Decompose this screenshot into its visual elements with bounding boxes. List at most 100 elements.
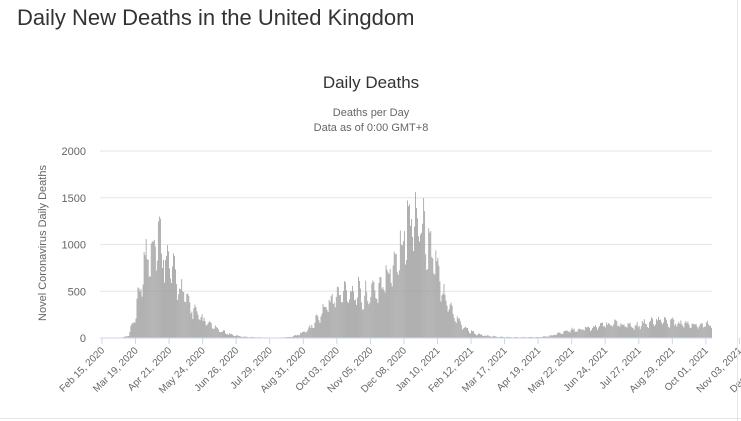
bar (317, 316, 319, 338)
bar (469, 333, 470, 338)
bar (638, 325, 640, 338)
bar (220, 332, 222, 338)
bar (437, 257, 439, 338)
bar (132, 323, 134, 338)
bar (301, 332, 303, 338)
bar (433, 273, 435, 338)
bar (645, 324, 647, 338)
bar (569, 332, 571, 338)
bar (704, 326, 706, 338)
bar (367, 300, 369, 338)
bar (586, 326, 588, 338)
bar (145, 239, 147, 338)
bar (471, 330, 472, 338)
bar (170, 278, 171, 338)
bar (321, 313, 323, 338)
bar (206, 324, 208, 338)
bar (652, 318, 653, 338)
bar (188, 295, 190, 338)
bar (223, 330, 224, 338)
bar (360, 288, 362, 338)
bar (345, 282, 346, 338)
bar (477, 335, 478, 338)
bar (291, 336, 292, 338)
bar (150, 243, 152, 338)
bar (193, 308, 195, 338)
bar (435, 250, 437, 338)
bar (406, 260, 407, 338)
bar (190, 313, 192, 338)
bar (221, 331, 223, 338)
bar (135, 318, 137, 338)
bar (671, 318, 673, 338)
bar (632, 328, 634, 338)
bar (501, 336, 503, 338)
bar (240, 336, 242, 338)
bar (215, 326, 217, 338)
bar (123, 336, 125, 338)
bar (485, 335, 487, 338)
bar (423, 198, 425, 338)
bar (242, 336, 244, 338)
bar (627, 322, 629, 338)
bar (386, 269, 388, 338)
bar (138, 288, 140, 338)
bar (564, 330, 566, 338)
bar (352, 286, 353, 338)
bar (489, 336, 491, 338)
bar (419, 241, 420, 338)
bar (397, 274, 399, 338)
bar (377, 303, 379, 338)
bar (644, 323, 646, 338)
bar (378, 283, 380, 338)
bar (162, 268, 163, 338)
bar (292, 336, 293, 338)
bar (623, 324, 625, 338)
bar (235, 335, 236, 338)
bar (388, 274, 390, 338)
bar (381, 288, 383, 338)
bar (407, 200, 408, 338)
bar (624, 326, 626, 338)
bar (619, 326, 621, 338)
bar (470, 333, 471, 338)
y-tick-label: 1000 (62, 240, 86, 252)
bar (567, 331, 569, 338)
bar (246, 336, 248, 338)
bar (428, 228, 430, 338)
bar (705, 322, 707, 338)
bar (679, 323, 681, 338)
bar (400, 244, 402, 338)
bar (583, 330, 585, 338)
bar (695, 323, 697, 338)
bar (183, 291, 185, 338)
bar (305, 332, 307, 338)
bar (175, 269, 176, 338)
bar (380, 277, 382, 338)
bar (447, 311, 449, 338)
bar (604, 325, 606, 338)
bar (319, 322, 321, 338)
bar (395, 253, 397, 338)
bar (456, 316, 458, 338)
bar (633, 329, 635, 338)
bar (635, 324, 637, 338)
bar (481, 334, 482, 338)
bar (595, 325, 596, 338)
bar (243, 336, 245, 338)
bar (233, 335, 234, 338)
y-tick-label: 2000 (62, 146, 86, 158)
bar (459, 321, 461, 338)
bar (156, 260, 158, 338)
bar (653, 324, 654, 338)
bar (129, 331, 131, 338)
bar (295, 335, 296, 338)
bar (669, 327, 671, 338)
bar (681, 324, 683, 338)
bar (701, 323, 703, 338)
bar (425, 254, 427, 338)
bar (490, 336, 492, 338)
bar (514, 336, 516, 338)
